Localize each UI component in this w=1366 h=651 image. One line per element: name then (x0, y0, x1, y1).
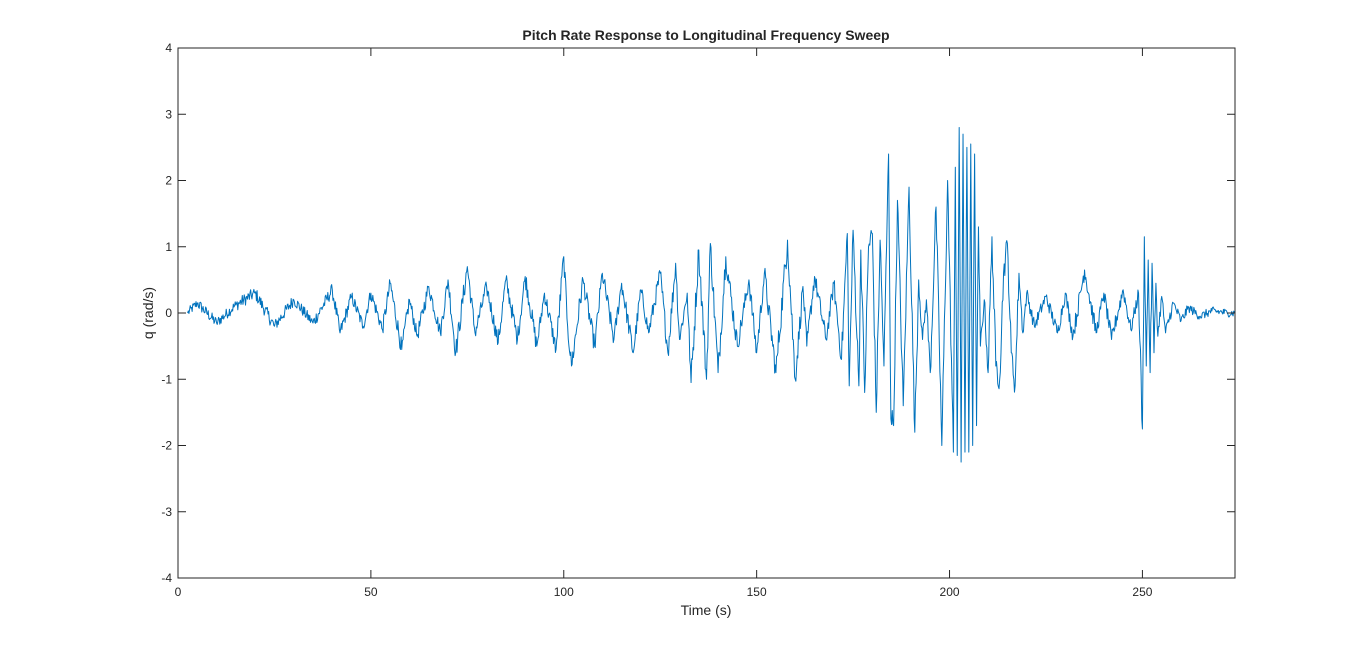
ticks-layer: 0 50 100 150 200 250 -4 -3 -2 -1 0 1 2 3 4 (161, 41, 1235, 599)
y-tick-label: -2 (161, 439, 172, 453)
chart-title: Pitch Rate Response to Longitudinal Freq… (522, 27, 889, 43)
y-axis-label: q (rad/s) (140, 287, 156, 339)
y-tick-label: -1 (161, 372, 172, 386)
y-tick-label: 4 (165, 41, 172, 55)
y-tick-label: 1 (165, 240, 172, 254)
y-tick-label: -4 (161, 571, 172, 585)
x-tick-label: 0 (175, 585, 182, 599)
x-tick-label: 150 (747, 585, 767, 599)
y-tick-label: 2 (165, 174, 172, 188)
x-tick-label: 100 (554, 585, 574, 599)
x-axis-label: Time (s) (681, 602, 732, 618)
plot-area (178, 48, 1235, 578)
x-tick-label: 200 (940, 585, 960, 599)
y-tick-label: -3 (161, 505, 172, 519)
x-tick-label: 50 (364, 585, 378, 599)
y-tick-label: 3 (165, 107, 172, 121)
y-tick-label: 0 (165, 306, 172, 320)
series-layer (187, 127, 1236, 463)
x-tick-label: 250 (1132, 585, 1152, 599)
series-line-0 (187, 127, 1236, 463)
